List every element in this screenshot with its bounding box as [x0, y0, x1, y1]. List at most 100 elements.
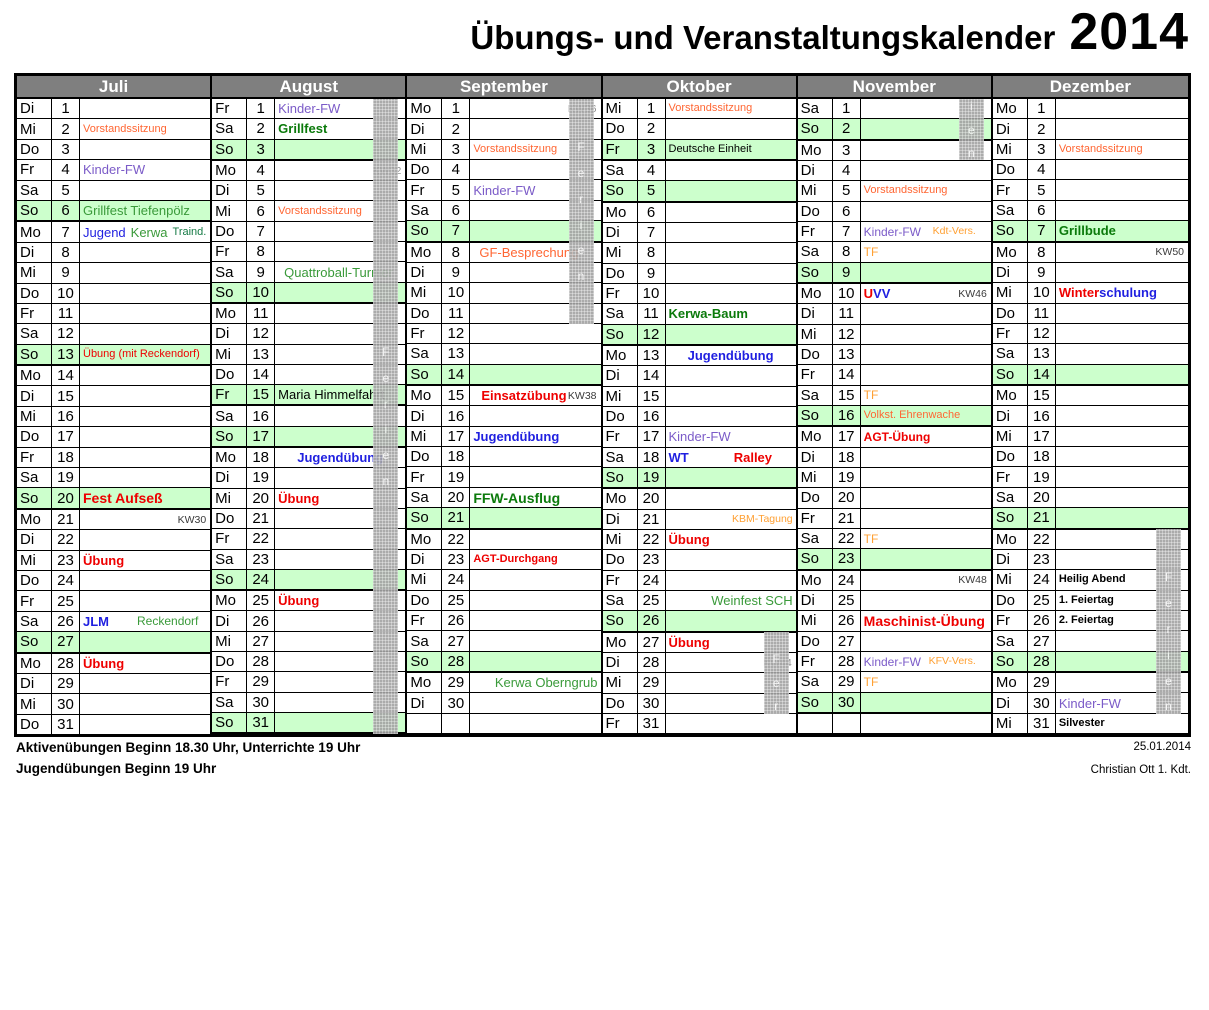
event-cell	[861, 468, 991, 487]
weekday-cell: So	[212, 712, 248, 733]
weekday-cell: Fr	[407, 323, 443, 344]
day-number-cell: 28	[442, 651, 471, 672]
day-row: Sa 8 TF	[797, 242, 991, 263]
weekday-cell: Fr	[212, 672, 248, 692]
day-number-cell: 13	[247, 344, 276, 364]
day-row: Fr 14	[797, 365, 991, 386]
day-number-cell: 30	[247, 692, 276, 712]
event-cell: Maschinist-Übung	[861, 611, 991, 630]
day-number-cell: 8	[52, 242, 80, 263]
event-cell: TF	[861, 529, 991, 548]
day-row: So 13 Übung (mit Reckendorf)	[17, 344, 211, 367]
weekday-cell: So	[17, 632, 52, 652]
weekday-cell: Sa	[212, 692, 248, 712]
weekday-cell: Mo	[407, 529, 443, 549]
weekday-cell: Sa	[603, 304, 638, 324]
event-cell	[80, 263, 210, 282]
weekday-cell: Fr	[993, 180, 1028, 200]
event-cell	[470, 530, 600, 549]
weekday-cell: Fr	[17, 160, 52, 180]
weekday-cell: Mo	[212, 303, 248, 324]
day-row: Fr 12	[407, 323, 601, 345]
day-row: Mi 10 Winter schulung	[992, 283, 1188, 304]
day-row: Fr 29	[212, 672, 406, 693]
weekday-cell: Mi	[993, 283, 1028, 303]
weekday-cell: Mo	[17, 366, 52, 386]
event-cell: Kinder-FW	[275, 99, 405, 118]
day-number-cell	[442, 713, 471, 734]
event-label: schulung	[1099, 285, 1157, 301]
day-number-cell: 5	[247, 181, 276, 201]
event-cell: Übung (mit Reckendorf)	[80, 345, 210, 364]
weekday-cell: So	[17, 200, 52, 221]
weekday-cell: So	[798, 692, 833, 712]
weekday-cell: Di	[993, 262, 1028, 283]
event-cell	[1056, 508, 1188, 527]
event-label: Kinder-FW	[83, 162, 146, 178]
day-number-cell: 26	[52, 611, 80, 632]
day-number-cell: 5	[638, 181, 666, 201]
day-number-cell: 22	[52, 530, 80, 550]
event-cell	[80, 181, 210, 200]
day-row: So 6 Grillfest Tiefenpölz	[17, 200, 211, 223]
day-number-cell: 8	[442, 242, 471, 262]
weekday-cell: Di	[17, 242, 52, 263]
weekday-cell: Do	[212, 652, 248, 672]
day-row: So 24	[212, 569, 406, 592]
event-cell	[666, 366, 796, 385]
day-number-cell: 19	[442, 467, 471, 487]
day-row: Di 12	[212, 324, 406, 345]
event-cell	[666, 407, 796, 426]
event-cell: Weinfest SCH	[666, 591, 796, 610]
day-number-cell: 16	[1028, 406, 1056, 426]
day-number-cell: 26	[638, 611, 666, 631]
event-cell	[666, 468, 796, 487]
day-row: Do 27	[797, 631, 991, 652]
day-number-cell: 30	[442, 693, 471, 713]
day-number-cell: 7	[638, 222, 666, 243]
weekday-cell: Mo	[212, 591, 248, 611]
day-number-cell: 15	[247, 385, 276, 405]
day-number-cell: 1	[52, 99, 80, 119]
weekday-cell: Mi	[993, 426, 1028, 447]
ferien-letter: F	[1164, 570, 1173, 585]
weekday-cell: So	[603, 611, 638, 631]
day-number-cell: 31	[638, 713, 666, 734]
day-row: Mo 8 KW50	[992, 242, 1188, 263]
weekday-cell: Do	[212, 221, 248, 242]
event-cell: Fest Aufseß	[80, 488, 210, 507]
day-row: Sa 20 FFW-Ausflug	[407, 487, 601, 509]
day-row: Do 9	[602, 263, 796, 284]
day-row: Fr 11	[17, 303, 211, 325]
day-number-cell: 13	[638, 345, 666, 366]
weekday-cell: Mi	[17, 406, 52, 427]
day-number-cell: 27	[638, 632, 666, 652]
event-cell	[861, 345, 991, 364]
weekday-cell: Di	[798, 447, 833, 467]
event-cell: Grillfest	[275, 119, 405, 138]
event-cell: KBM-Tagung	[666, 510, 796, 529]
day-row: Mo 22	[407, 529, 601, 550]
day-number-cell: 20	[247, 488, 276, 508]
weekday-cell: Do	[17, 714, 52, 735]
weekday-cell: Fr	[603, 427, 638, 447]
day-number-cell: 22	[247, 529, 276, 549]
event-cell	[666, 243, 796, 262]
event-cell: 2. Feiertag	[1056, 611, 1188, 630]
day-row: Do 16	[602, 406, 796, 428]
day-row: Mo 24 KW48	[797, 570, 991, 591]
event-cell	[470, 714, 600, 733]
day-number-cell: 26	[247, 611, 276, 631]
event-cell	[1056, 467, 1188, 486]
weekday-cell: Mo	[798, 140, 833, 160]
event-cell: Vorstandssitzung	[1056, 140, 1188, 159]
day-row: Sa 2 Grillfest	[212, 119, 406, 140]
day-number-cell: 29	[1028, 673, 1056, 693]
day-number-cell: 31	[52, 714, 80, 735]
weekday-cell: Fr	[993, 467, 1028, 487]
day-row: Mi 27	[212, 631, 406, 653]
event-label: KFV-Vers.	[928, 655, 976, 668]
day-number-cell: 5	[442, 180, 471, 200]
day-number-cell: 3	[52, 139, 80, 160]
